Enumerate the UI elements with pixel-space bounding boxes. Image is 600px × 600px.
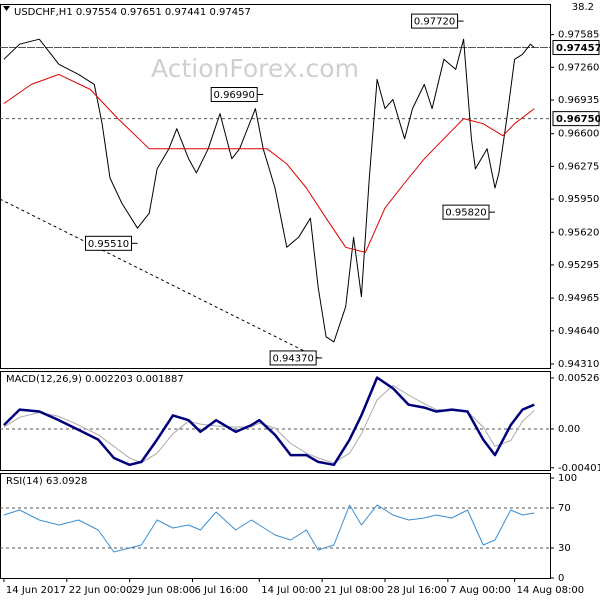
series-line <box>3 504 535 553</box>
y-tick-label: -0.004011 <box>558 463 600 474</box>
series-line <box>3 376 535 467</box>
x-tick-label: 6 Jul 16:00 <box>195 585 249 596</box>
y-tick-label: 0.94965 <box>558 293 599 304</box>
y-tick-label: 0.95295 <box>558 260 599 271</box>
level-label: 0.97457 <box>556 43 600 54</box>
y-tick-label: 0.00 <box>558 424 580 435</box>
y-tick-label: 30 <box>558 543 571 554</box>
annotation-box <box>210 86 258 102</box>
y-tick-label: 0.96935 <box>558 95 599 106</box>
y-tick-label: 0.95950 <box>558 194 599 205</box>
y-tick-label: 0.96600 <box>558 129 599 140</box>
annotation-box <box>269 350 317 366</box>
x-tick-label: 22 Jun 00:00 <box>69 585 133 596</box>
level-label: 0.96750 <box>556 114 600 125</box>
level-label-box <box>552 111 600 127</box>
y-tick-label: 0.97260 <box>558 62 599 73</box>
y-tick-label: 0.97585 <box>558 30 599 41</box>
panel-title: USDCHF,H1 0.97554 0.97651 0.97441 0.9745… <box>14 7 251 18</box>
y-tick-label: 0.005266 <box>558 373 600 384</box>
y-tick-label: 0.96275 <box>558 161 599 172</box>
series-line <box>3 73 535 253</box>
x-tick-label: 14 Jul 00:00 <box>261 585 321 596</box>
title-arrow <box>3 6 10 11</box>
y-tick-label: 0.94640 <box>558 326 599 337</box>
panel-frame <box>0 4 551 369</box>
annotation-box <box>85 235 132 251</box>
panel-frame <box>0 473 551 579</box>
annotation-label: 0.95510 <box>88 239 129 250</box>
y-tick-label: 100 <box>558 473 577 484</box>
annotation-label: 0.95820 <box>445 208 486 219</box>
x-tick-label: 14 Jun 2017 <box>6 585 66 596</box>
x-tick-label: 29 Jun 08:00 <box>132 585 196 596</box>
corner-label: 38.2 <box>572 2 594 13</box>
trend-line <box>0 198 319 359</box>
level-label-box <box>552 40 600 56</box>
y-tick-label: 0.95620 <box>558 227 599 238</box>
annotation-label: 0.97720 <box>414 17 455 28</box>
annotation-box <box>442 204 490 220</box>
series-line <box>3 38 535 343</box>
annotation-label: 0.96990 <box>214 90 255 101</box>
panel-title: MACD(12,26,9) 0.002203 0.001887 <box>6 374 184 385</box>
y-tick-label: 70 <box>558 503 571 514</box>
y-tick-label: 0 <box>558 573 564 584</box>
annotation-box <box>411 13 459 29</box>
panel-title: RSI(14) 63.0928 <box>6 476 87 487</box>
x-tick-label: 21 Jul 08:00 <box>324 585 384 596</box>
y-tick-label: 0.94310 <box>558 359 599 370</box>
watermark: ActionForex.com <box>151 54 359 83</box>
x-tick-label: 14 Aug 08:00 <box>517 585 584 596</box>
x-tick-label: 28 Jul 16:00 <box>387 585 447 596</box>
panel-frame <box>0 371 551 471</box>
x-tick-label: 7 Aug 00:00 <box>450 585 511 596</box>
annotation-label: 0.94370 <box>272 353 313 364</box>
